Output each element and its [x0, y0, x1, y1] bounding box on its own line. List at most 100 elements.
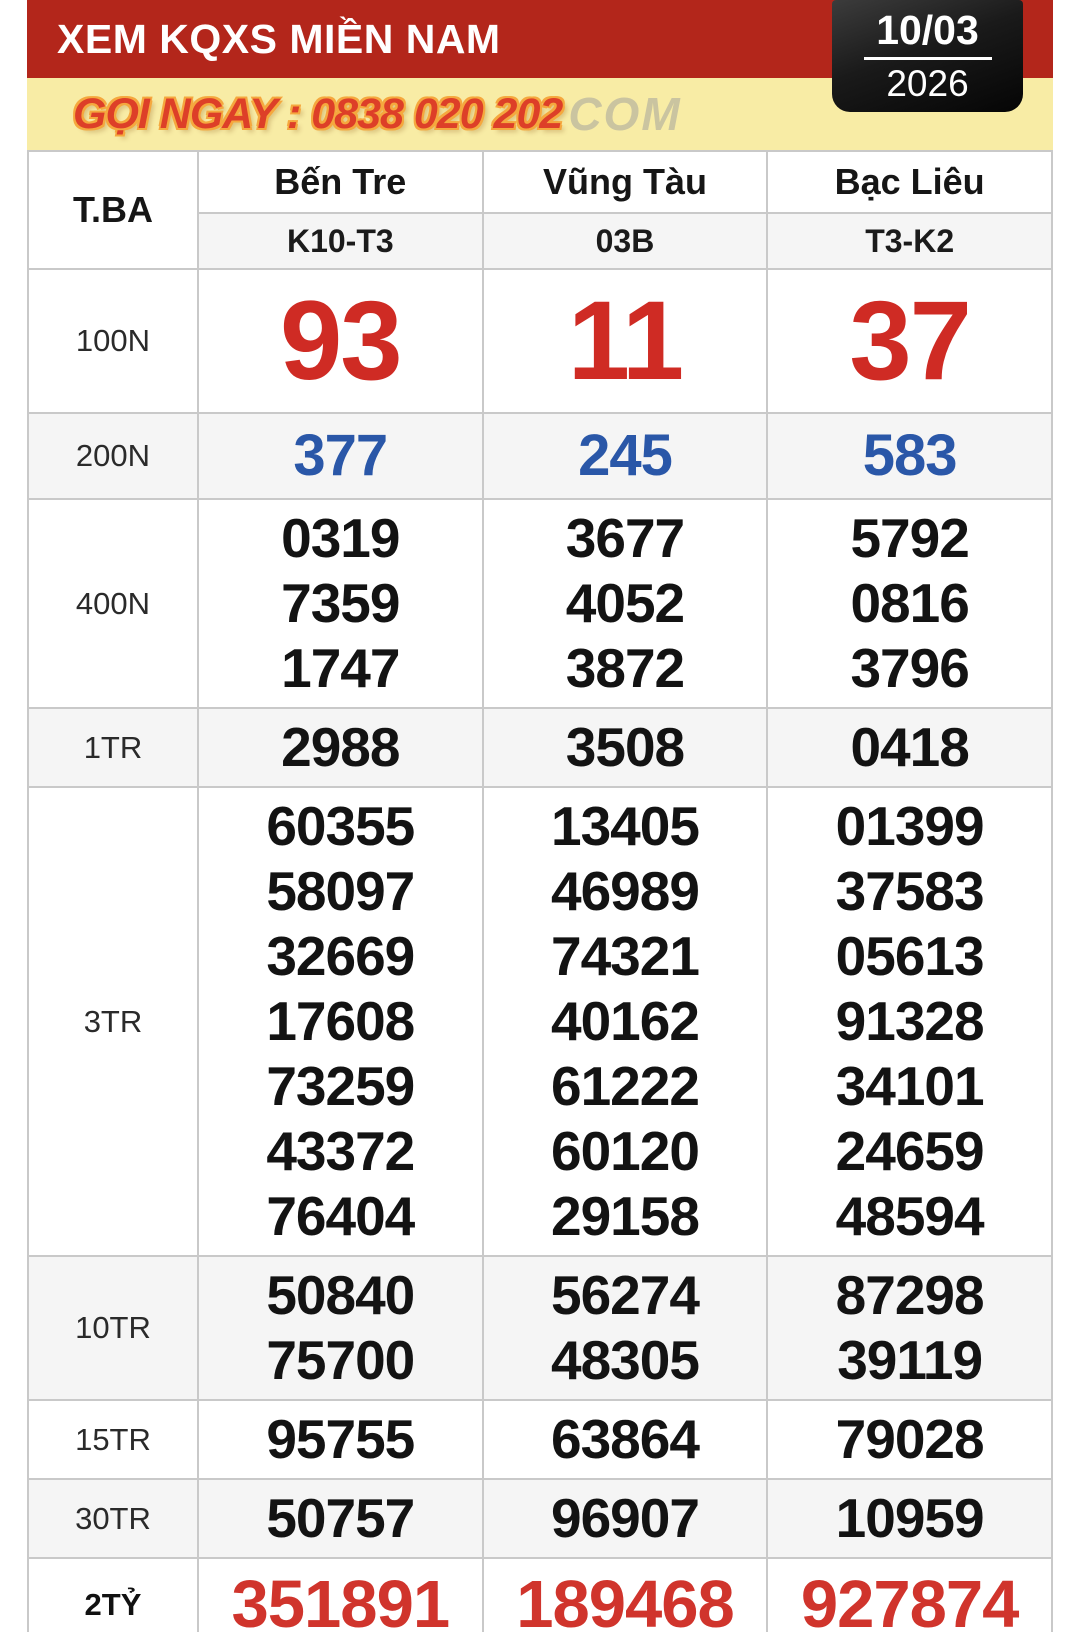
prize-number: 46989	[551, 860, 700, 922]
prize-cell: 01399 37583 05613 91328 34101 24659 48594	[766, 786, 1053, 1257]
prize-cell: 37	[766, 268, 1053, 414]
prize-number: 11	[567, 278, 684, 403]
prize-cell: 2988	[196, 707, 484, 788]
prize-number: 48305	[551, 1329, 700, 1391]
prize-number: 05613	[835, 925, 985, 987]
prize-number: 50840	[266, 1264, 415, 1326]
prize-number: 3508	[565, 716, 685, 778]
results-table: T.BA Bến Tre Vũng Tàu Bạc Liêu K10-T3 03B T3…	[27, 150, 1053, 1632]
province-header: Bạc Liêu	[766, 150, 1053, 214]
prize-number: 377	[293, 423, 388, 488]
prize-row: 2TỶ 351891 189468 927874	[27, 1557, 1053, 1632]
prize-cell: 245	[481, 412, 769, 500]
prize-label: 30TR	[27, 1478, 199, 1559]
prize-number: 39119	[837, 1329, 983, 1391]
prize-number: 74321	[551, 925, 700, 987]
prize-number: 43372	[266, 1120, 415, 1182]
province-header: Vũng Tàu	[481, 150, 769, 214]
prize-number: 24659	[835, 1120, 985, 1182]
prize-number: 927874	[800, 1567, 1020, 1632]
prize-number: 17608	[266, 990, 415, 1052]
prize-number: 75700	[266, 1329, 415, 1391]
prize-cell: 87298 39119	[766, 1255, 1053, 1401]
page: XEM KQXS MIỀN NAM GỌI NGAY : 0838 020 20…	[27, 0, 1053, 1632]
prize-cell: 351891	[196, 1557, 484, 1632]
prize-number: 37	[849, 278, 972, 403]
prize-label: 400N	[27, 498, 199, 709]
prize-number: 583	[862, 423, 958, 488]
prize-cell: 79028	[766, 1399, 1053, 1480]
prize-number: 189468	[516, 1567, 735, 1632]
prize-number: 01399	[835, 795, 985, 857]
prize-label: 100N	[27, 268, 199, 414]
prize-cell: 0418	[766, 707, 1053, 788]
prize-number: 87298	[835, 1264, 985, 1326]
prize-cell: 377	[196, 412, 484, 500]
prize-number: 32669	[266, 925, 415, 987]
prize-row: 3TR 60355 58097 32669 17608 73259 43372 76404 13…	[27, 786, 1053, 1257]
prize-cell: 10959	[766, 1478, 1053, 1559]
province-header: Bến Tre	[196, 150, 484, 214]
prize-label: 15TR	[27, 1399, 199, 1480]
prize-cell: 60355 58097 32669 17608 73259 43372 76404	[196, 786, 484, 1257]
prize-number: 34101	[835, 1055, 985, 1117]
draw-code: 03B	[481, 212, 769, 270]
prize-number: 37583	[835, 860, 985, 922]
watermark-text: COM	[568, 88, 682, 140]
prize-cell: 13405 46989 74321 40162 61222 60120 29158	[481, 786, 769, 1257]
prize-label: 3TR	[27, 786, 199, 1257]
prize-cell: 3508	[481, 707, 769, 788]
prize-number: 93	[280, 278, 403, 403]
prize-number: 3796	[850, 637, 969, 699]
prize-row: 30TR 50757 96907 10959	[27, 1478, 1053, 1559]
prize-cell: 0319 7359 1747	[196, 498, 484, 709]
page-title: XEM KQXS MIỀN NAM	[57, 15, 501, 62]
prize-label: 1TR	[27, 707, 199, 788]
prize-label: 10TR	[27, 1255, 199, 1401]
prize-number: 5792	[850, 507, 969, 569]
prize-cell: 189468	[481, 1557, 769, 1632]
prize-cell: 927874	[766, 1557, 1053, 1632]
prize-number: 351891	[231, 1567, 451, 1632]
prize-number: 1747	[281, 637, 400, 699]
prize-number: 96907	[551, 1487, 700, 1549]
prize-cell: 3677 4052 3872	[481, 498, 769, 709]
prize-number: 2988	[281, 716, 400, 778]
prize-number: 40162	[551, 990, 700, 1052]
province-header-row: T.BA Bến Tre Vũng Tàu Bạc Liêu	[27, 150, 1053, 270]
prize-row: 1TR 2988 3508 0418	[27, 707, 1053, 788]
prize-number: 56274	[551, 1264, 700, 1326]
prize-row: 100N 93 11 37	[27, 268, 1053, 414]
date-year: 2026	[886, 63, 969, 104]
prize-number: 61222	[551, 1055, 700, 1117]
prize-number: 3677	[565, 507, 685, 569]
prize-number: 91328	[835, 990, 985, 1052]
prize-number: 0319	[281, 507, 400, 569]
date-selector[interactable]: 10/03 2026	[832, 0, 1023, 112]
prize-number: 58097	[266, 860, 415, 922]
prize-number: 4052	[565, 572, 685, 634]
hotline-bar: GỌI NGAY : 0838 020 202 COM	[27, 78, 1053, 150]
draw-code: K10-T3	[196, 212, 484, 270]
draw-codes-row: K10-T3 03B T3-K2	[28, 212, 1053, 270]
prize-number: 3872	[565, 637, 685, 699]
prize-number: 63864	[551, 1408, 700, 1470]
prize-number: 7359	[281, 572, 400, 634]
prize-number: 50757	[266, 1487, 415, 1549]
prize-label: 2TỶ	[27, 1557, 199, 1632]
date-divider	[863, 57, 992, 60]
prize-number: 48594	[835, 1185, 985, 1247]
prize-label: 200N	[27, 412, 199, 500]
prize-cell: 96907	[481, 1478, 769, 1559]
prize-cell: 95755	[196, 1399, 484, 1480]
prize-number: 13405	[551, 795, 700, 857]
prize-number: 10959	[835, 1487, 985, 1549]
hotline-text[interactable]: GỌI NGAY : 0838 020 202	[73, 89, 563, 138]
prize-number: 29158	[551, 1185, 700, 1247]
prize-cell: 5792 0816 3796	[766, 498, 1053, 709]
prize-number: 73259	[266, 1055, 415, 1117]
prize-row: 200N 377 245 583	[27, 412, 1053, 500]
draw-code: T3-K2	[766, 212, 1053, 270]
prize-number: 76404	[266, 1185, 415, 1247]
prize-number: 79028	[835, 1408, 985, 1470]
